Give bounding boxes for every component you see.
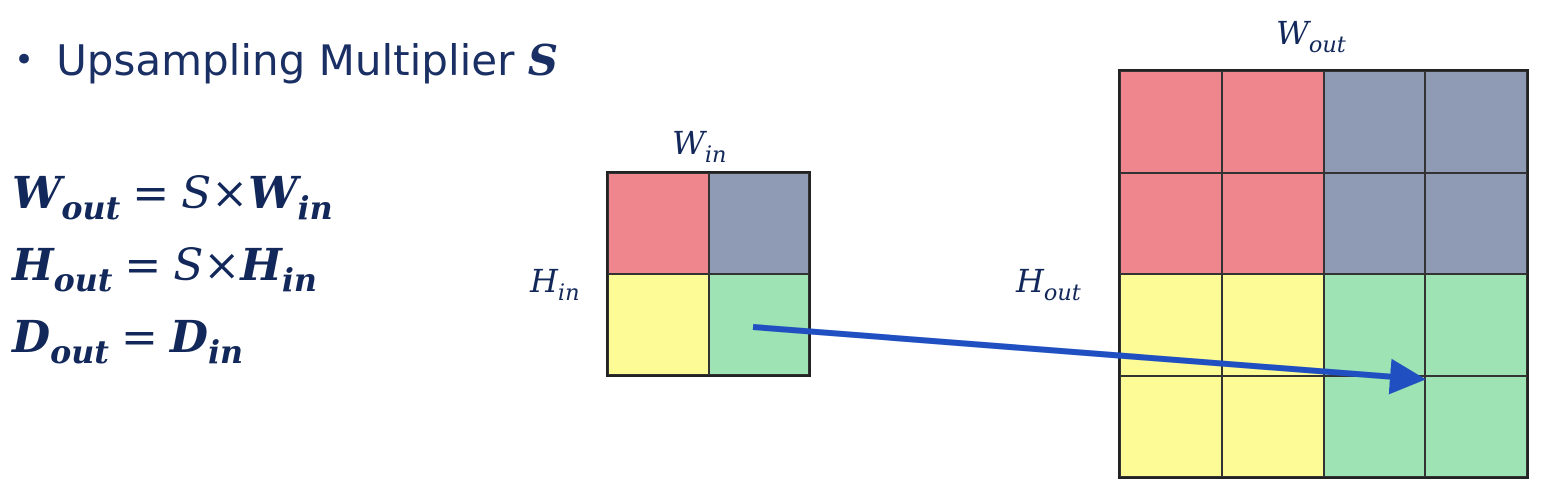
- input-grid: [606, 171, 811, 377]
- grid-cell-yellow: [1120, 274, 1222, 376]
- eq-op: =: [120, 312, 158, 363]
- grid-cell-gray: [1425, 172, 1527, 274]
- grid-cell-green: [708, 274, 809, 375]
- eq-lhs-sub: out: [53, 262, 113, 300]
- grid-cell-yellow: [1221, 274, 1324, 376]
- bullet-text: Upsampling Multiplier: [56, 36, 515, 85]
- multiplier-symbol: S: [527, 36, 559, 85]
- eq-factor: S: [181, 168, 212, 219]
- eq-lhs: H: [12, 240, 54, 291]
- eq-op: =: [124, 240, 162, 291]
- eq-rhs: H: [240, 240, 282, 291]
- grid-cell-gray: [1323, 71, 1426, 173]
- equation-depth: Dout = Din: [12, 312, 243, 371]
- output-grid: [1118, 69, 1529, 479]
- grid-cell-green: [1323, 375, 1426, 477]
- eq-lhs: D: [12, 312, 51, 363]
- bullet-upsampling-multiplier: • Upsampling Multiplier S: [14, 36, 558, 85]
- grid-cell-green: [1323, 274, 1426, 376]
- eq-factor: S: [173, 240, 204, 291]
- eq-lhs-sub: out: [61, 190, 121, 228]
- input-width-label: Win: [672, 124, 727, 168]
- eq-rhs: D: [169, 312, 208, 363]
- grid-cell-yellow: [608, 274, 709, 375]
- equation-width: Wout = S×Win: [12, 168, 333, 227]
- grid-cell-yellow: [1221, 375, 1324, 477]
- grid-cell-green: [1425, 274, 1527, 376]
- grid-cell-red: [608, 173, 709, 274]
- grid-cell-red: [1221, 71, 1324, 173]
- equation-height: Hout = S×Hin: [12, 240, 317, 299]
- eq-lhs-sub: out: [50, 334, 109, 372]
- eq-rhs-sub: in: [297, 190, 333, 228]
- grid-cell-green: [1425, 375, 1527, 477]
- grid-cell-gray: [1323, 172, 1426, 274]
- eq-rhs-sub: in: [207, 334, 244, 372]
- eq-times: ×: [203, 240, 241, 291]
- grid-cell-red: [1120, 71, 1222, 173]
- output-width-label: Wout: [1276, 14, 1346, 58]
- grid-cell-gray: [708, 173, 809, 274]
- eq-op: =: [132, 168, 170, 219]
- eq-times: ×: [211, 168, 249, 219]
- grid-cell-yellow: [1120, 375, 1222, 477]
- grid-cell-gray: [1425, 71, 1527, 173]
- eq-rhs-sub: in: [281, 262, 317, 300]
- grid-cell-red: [1120, 172, 1222, 274]
- bullet-marker: •: [14, 40, 35, 80]
- grid-cell-red: [1221, 172, 1324, 274]
- output-height-label: Hout: [1016, 262, 1081, 306]
- input-height-label: Hin: [530, 262, 580, 306]
- eq-lhs: W: [12, 168, 62, 219]
- eq-rhs: W: [248, 168, 298, 219]
